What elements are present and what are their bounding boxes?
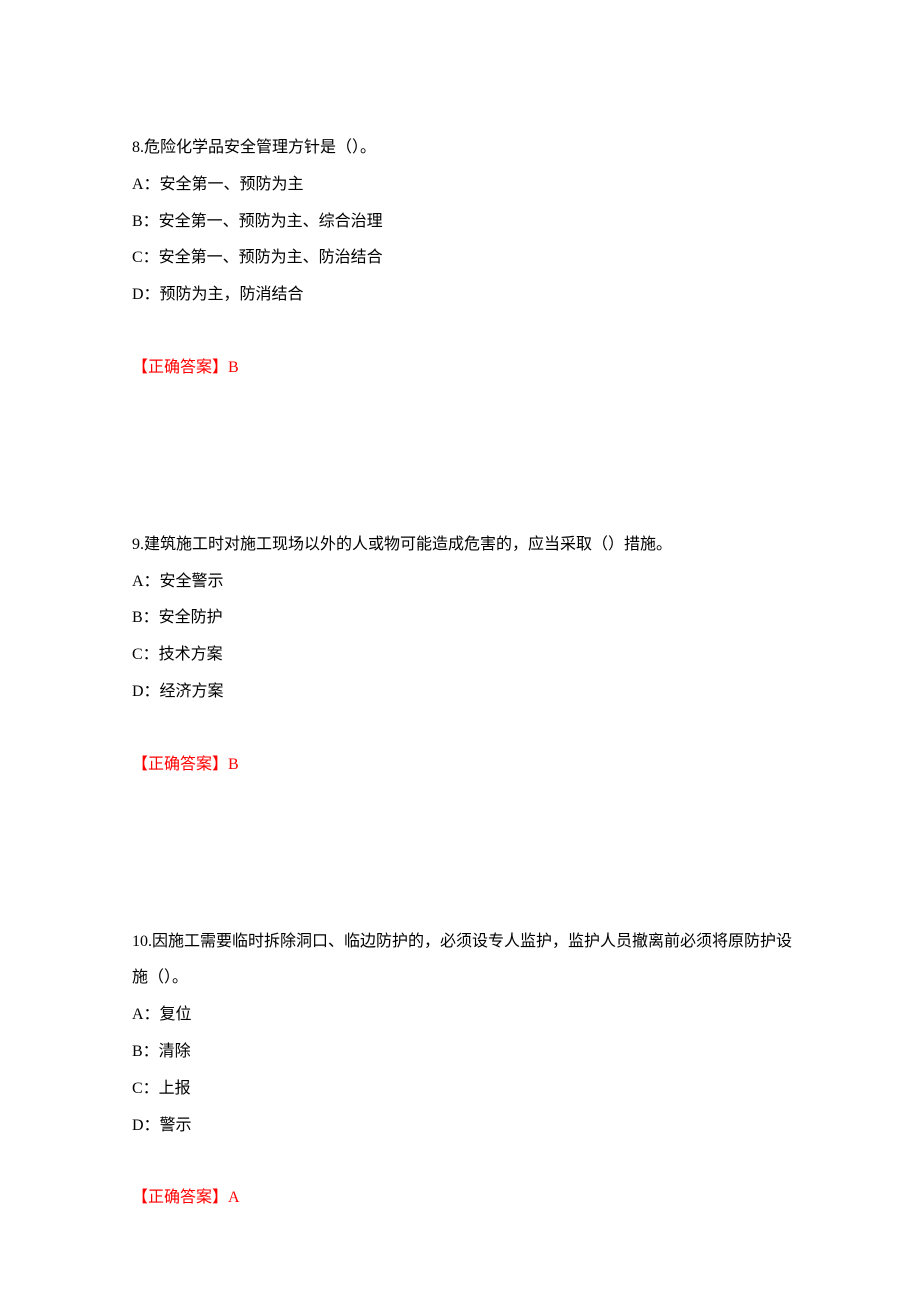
document-page: 8.危险化学品安全管理方针是（）。 A：安全第一、预防为主 B：安全第一、预防为… [0,0,920,1302]
option-a: A：安全第一、预防为主 [132,167,800,204]
spacer [132,314,800,350]
option-b: B：清除 [132,1034,800,1071]
answer-value: B [228,359,239,376]
spacer [132,711,800,747]
question-stem: 8.危险化学品安全管理方针是（）。 [132,130,800,167]
question-stem: 9.建筑施工时对施工现场以外的人或物可能造成危害的，应当采取（）措施。 [132,527,800,564]
correct-answer: 【正确答案】B [132,350,800,387]
correct-answer: 【正确答案】B [132,747,800,784]
question-8: 8.危险化学品安全管理方针是（）。 A：安全第一、预防为主 B：安全第一、预防为… [132,130,800,387]
correct-answer: 【正确答案】A [132,1180,800,1217]
option-a: A：复位 [132,997,800,1034]
answer-label: 【正确答案】 [132,1189,228,1206]
spacer [132,784,800,924]
answer-value: B [228,756,239,773]
option-c: C：上报 [132,1071,800,1108]
question-stem: 10.因施工需要临时拆除洞口、临边防护的，必须设专人监护，监护人员撤离前必须将原… [132,924,800,998]
spacer [132,387,800,527]
option-c: C：安全第一、预防为主、防治结合 [132,240,800,277]
question-10: 10.因施工需要临时拆除洞口、临边防护的，必须设专人监护，监护人员撤离前必须将原… [132,924,800,1218]
option-c: C：技术方案 [132,637,800,674]
option-b: B：安全防护 [132,600,800,637]
answer-label: 【正确答案】 [132,359,228,376]
question-9: 9.建筑施工时对施工现场以外的人或物可能造成危害的，应当采取（）措施。 A：安全… [132,527,800,784]
option-b: B：安全第一、预防为主、综合治理 [132,204,800,241]
option-a: A：安全警示 [132,564,800,601]
answer-label: 【正确答案】 [132,756,228,773]
spacer [132,1144,800,1180]
option-d: D：警示 [132,1108,800,1145]
option-d: D：预防为主，防消结合 [132,277,800,314]
answer-value: A [228,1189,240,1206]
option-d: D：经济方案 [132,674,800,711]
